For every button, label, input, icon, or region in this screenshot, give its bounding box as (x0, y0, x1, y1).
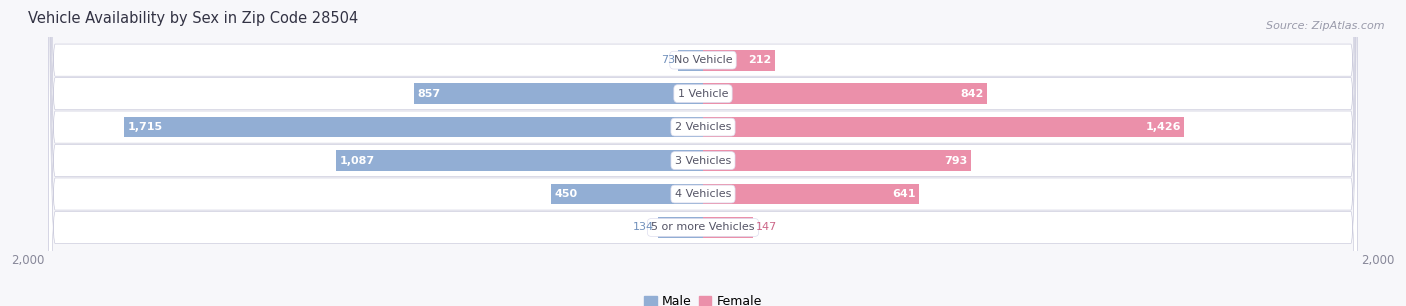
Text: 212: 212 (748, 55, 770, 65)
Text: 857: 857 (418, 89, 440, 99)
Text: 1,715: 1,715 (128, 122, 163, 132)
Text: Source: ZipAtlas.com: Source: ZipAtlas.com (1267, 21, 1385, 32)
Text: 793: 793 (943, 155, 967, 166)
Text: 1,426: 1,426 (1146, 122, 1181, 132)
Text: 5 or more Vehicles: 5 or more Vehicles (651, 222, 755, 233)
Bar (703, 150, 970, 171)
FancyBboxPatch shape (48, 0, 1358, 306)
Text: 147: 147 (756, 222, 778, 233)
Text: 842: 842 (960, 89, 984, 99)
Bar (678, 50, 703, 70)
FancyBboxPatch shape (48, 0, 1358, 306)
Text: 1,087: 1,087 (340, 155, 375, 166)
Text: 450: 450 (554, 189, 578, 199)
Text: 134: 134 (633, 222, 654, 233)
Text: 73: 73 (661, 55, 675, 65)
Bar (703, 83, 987, 104)
Text: 2 Vehicles: 2 Vehicles (675, 122, 731, 132)
Text: Vehicle Availability by Sex in Zip Code 28504: Vehicle Availability by Sex in Zip Code … (28, 11, 359, 26)
FancyBboxPatch shape (48, 0, 1358, 306)
Bar (703, 117, 1184, 137)
Text: 4 Vehicles: 4 Vehicles (675, 189, 731, 199)
Bar (124, 117, 703, 137)
Bar (703, 50, 775, 70)
Bar (413, 83, 703, 104)
Text: 1 Vehicle: 1 Vehicle (678, 89, 728, 99)
Bar (551, 184, 703, 204)
FancyBboxPatch shape (48, 0, 1358, 306)
Bar (658, 217, 703, 238)
Legend: Male, Female: Male, Female (640, 290, 766, 306)
FancyBboxPatch shape (48, 0, 1358, 306)
FancyBboxPatch shape (48, 0, 1358, 306)
Bar (336, 150, 703, 171)
Text: 641: 641 (893, 189, 915, 199)
Bar (703, 217, 752, 238)
Bar (703, 184, 920, 204)
Text: No Vehicle: No Vehicle (673, 55, 733, 65)
Text: 3 Vehicles: 3 Vehicles (675, 155, 731, 166)
